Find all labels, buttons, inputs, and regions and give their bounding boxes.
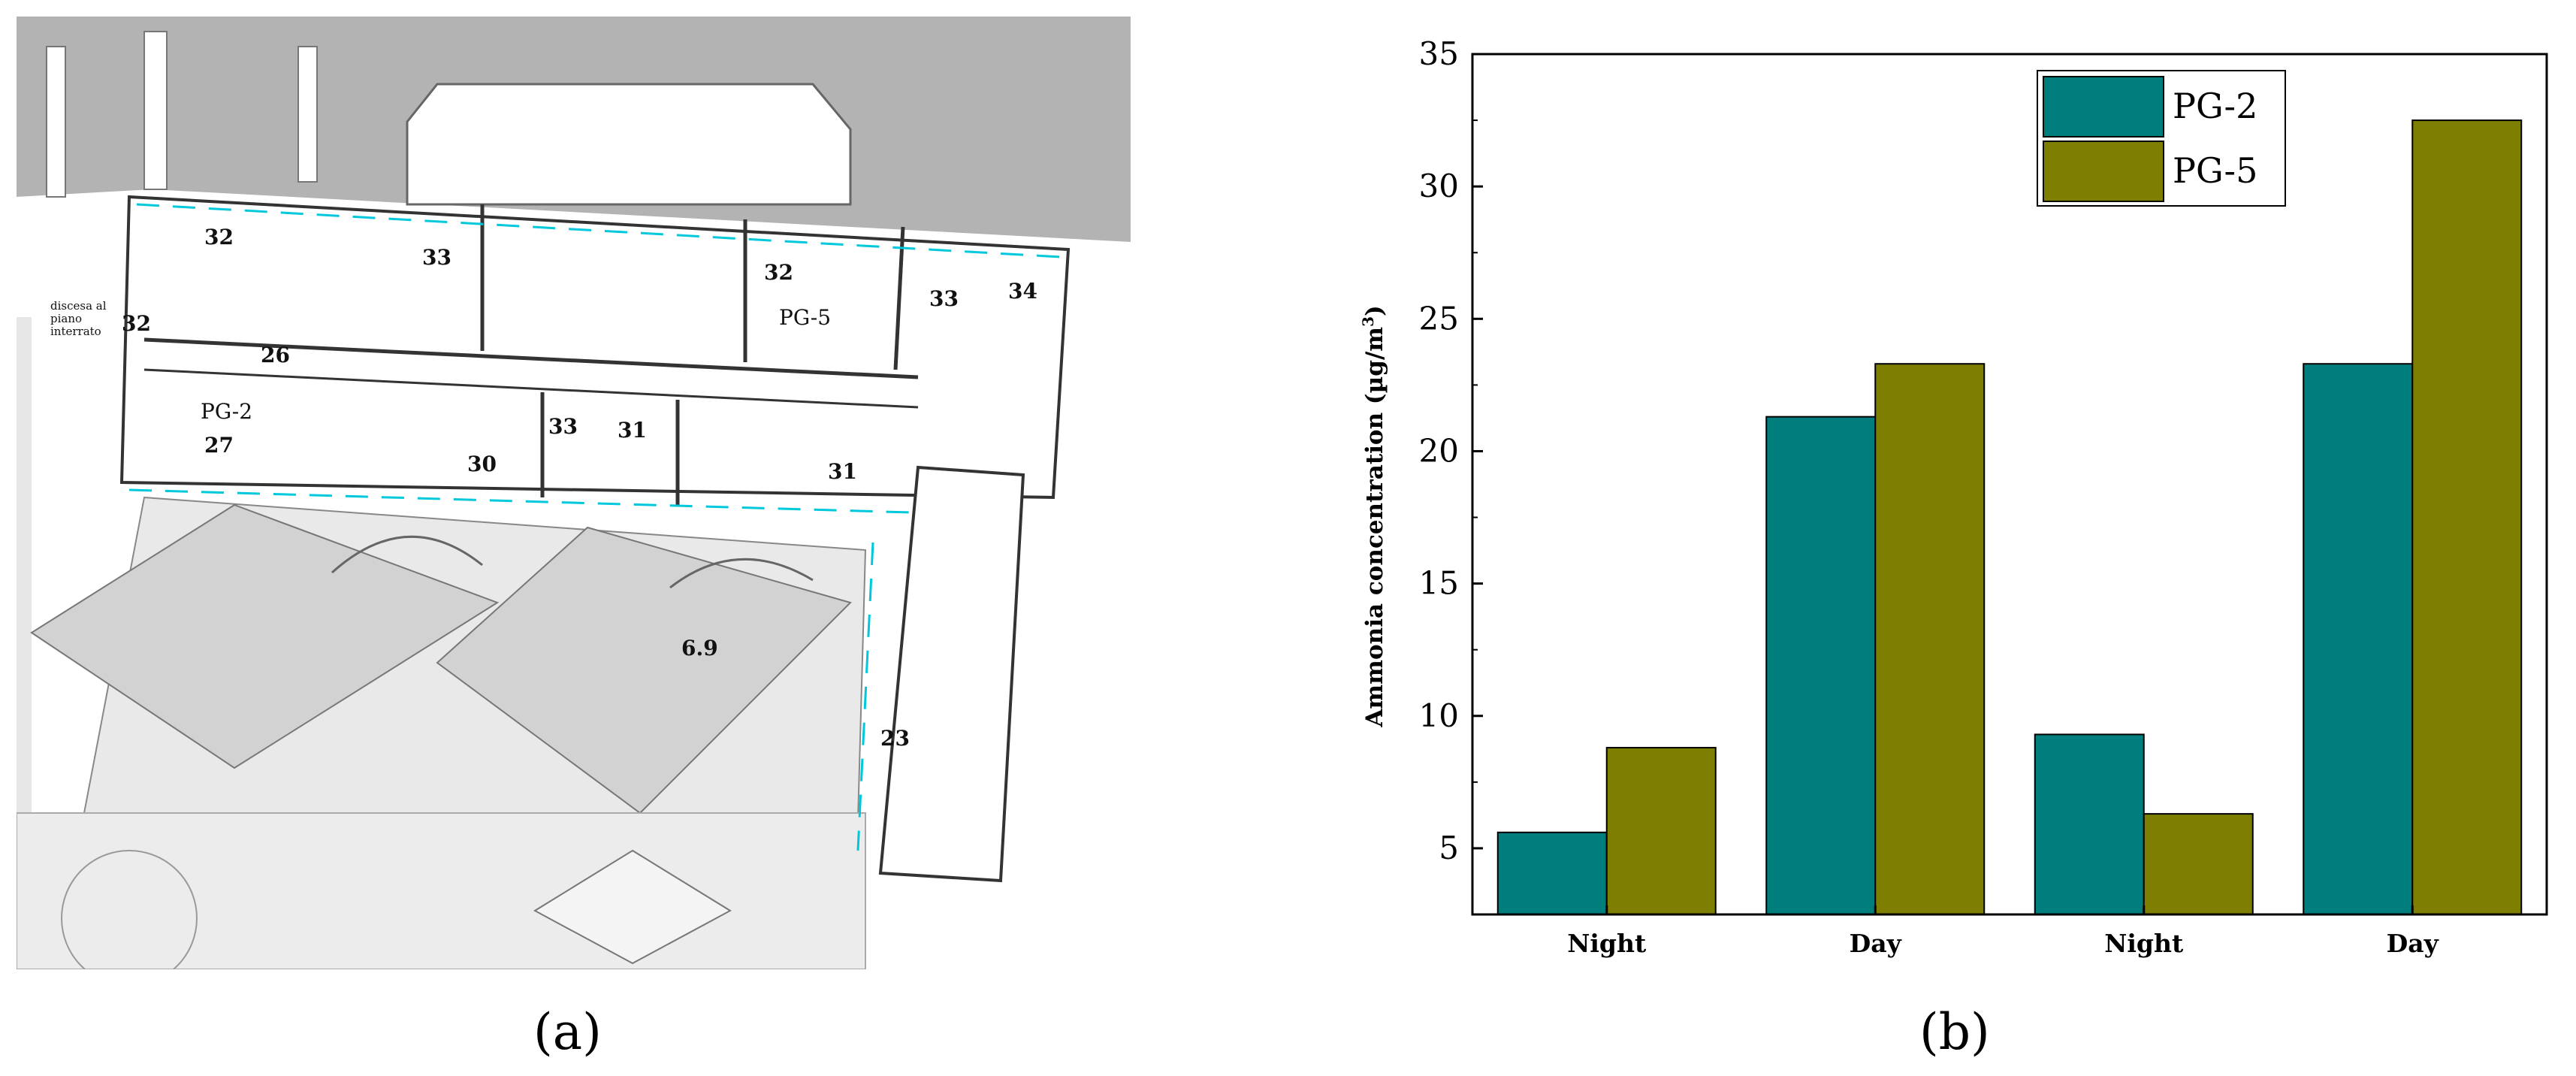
lower-garden <box>16 812 866 970</box>
main-building <box>119 195 1071 500</box>
sampling-point-pg2: PG-2 <box>201 399 252 424</box>
bar-pg-2 <box>1765 416 1877 915</box>
y-tick-label: 15 <box>1419 565 1459 602</box>
map-left-strip <box>17 317 32 969</box>
x-tick-label: Day <box>2387 929 2439 958</box>
courtyard-arc-1 <box>331 536 483 574</box>
legend-label-pg-5: PG-5 <box>2173 150 2257 191</box>
room-label: 23 <box>880 726 910 751</box>
bar-pg-2 <box>1496 831 1608 916</box>
room-label: 33 <box>422 245 451 270</box>
floor-plan-map: 32 33 32 33 34 32 26 27 33 31 30 31 6.9 … <box>16 17 1131 987</box>
y-tick-label: 30 <box>1419 168 1459 204</box>
bar-pg-2 <box>2303 363 2414 915</box>
y-axis-label: Ammonia concentration (µg/m3) <box>1359 305 1388 727</box>
room-label: 27 <box>204 433 234 458</box>
plot-frame <box>1471 53 2548 916</box>
bar-chart-panel: Ammonia concentration (µg/m3) 5 10 15 20 25 3… <box>1277 17 2576 1016</box>
pier-1 <box>46 46 66 198</box>
room-label: 31 <box>828 459 857 484</box>
y-tick-label: 35 <box>1419 35 1459 72</box>
east-wing <box>878 465 1025 883</box>
interior-wall <box>893 226 905 370</box>
descent-note: discesa al <box>50 299 107 313</box>
legend: PG-2 PG-5 <box>2037 70 2286 207</box>
y-tick-label: 20 <box>1419 432 1459 469</box>
room-label: 31 <box>618 418 647 443</box>
legend-label-pg-2: PG-2 <box>2173 86 2257 126</box>
sampling-point-pg5: PG-5 <box>779 305 831 330</box>
pier-3 <box>297 46 318 183</box>
interior-wall <box>143 368 919 409</box>
descent-note: interrato <box>50 325 101 338</box>
bar-pg-5 <box>2143 813 2254 915</box>
y-tick-label: 5 <box>1439 830 1459 866</box>
pier-2 <box>143 31 168 190</box>
descent-note: piano <box>50 312 82 325</box>
x-tick-label: Night <box>1567 929 1647 958</box>
room-label: 32 <box>764 260 793 285</box>
room-label: 30 <box>467 452 497 476</box>
legend-swatch-pg-2 <box>2043 76 2164 138</box>
panel-b-caption: (b) <box>1919 1003 1990 1061</box>
room-label: 33 <box>929 286 959 311</box>
y-axis-label-tail: ) <box>1361 305 1388 316</box>
bar-pg-5 <box>1874 363 1986 915</box>
window-markers <box>128 203 1062 851</box>
y-tick-label: 25 <box>1419 300 1459 337</box>
bar-pg-5 <box>2411 119 2523 916</box>
floor-plan-panel: 32 33 32 33 34 32 26 27 33 31 30 31 6.9 … <box>16 17 1131 987</box>
interior-wall <box>143 337 919 379</box>
courtyard-diamond-1 <box>30 503 500 769</box>
legend-swatch-pg-5 <box>2043 141 2164 202</box>
x-tick-label: Day <box>1850 929 1902 958</box>
courtyard-arc-2 <box>669 558 814 589</box>
room-label: 33 <box>548 414 578 439</box>
x-tick-label: Night <box>2104 929 2184 958</box>
room-label: 6.9 <box>681 636 718 660</box>
room-label: 32 <box>122 311 151 336</box>
y-axis-label-sup: 3 <box>1359 316 1377 327</box>
bar-pg-2 <box>2034 733 2145 916</box>
y-axis-label-main: Ammonia concentration (µg/m <box>1361 327 1388 728</box>
y-tick-label: 10 <box>1419 697 1459 734</box>
panel-a-caption: (a) <box>533 1003 602 1061</box>
terrace <box>406 83 852 206</box>
room-label: 34 <box>1008 279 1037 304</box>
room-label: 32 <box>204 225 234 249</box>
bar-pg-5 <box>1605 747 1717 915</box>
lower-diamond <box>533 849 732 965</box>
bar-chart: Ammonia concentration (µg/m3) 5 10 15 20 25 3… <box>1359 35 2548 958</box>
chart-body: 5 10 15 20 25 30 35 Night Day Night Day <box>1419 35 2523 958</box>
room-label: 26 <box>261 343 290 367</box>
